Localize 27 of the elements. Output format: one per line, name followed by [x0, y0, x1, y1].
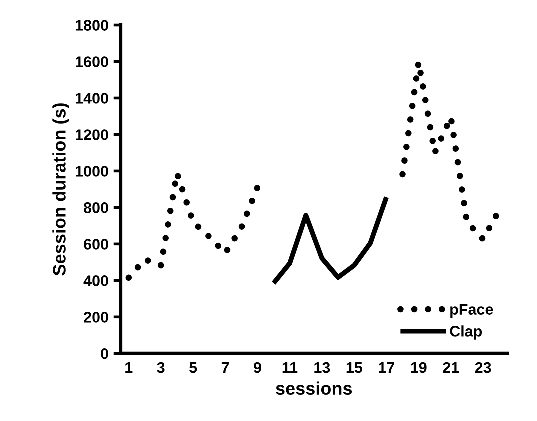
line-series — [271, 195, 390, 286]
y-tick-label: 400 — [84, 276, 108, 286]
y-tick-label: 1600 — [76, 56, 108, 68]
x-tick-label: 5 — [190, 362, 198, 374]
y-tick-label: 600 — [84, 239, 108, 250]
x-tick-label: 11 — [282, 362, 298, 374]
y-tick-label: 800 — [84, 202, 108, 214]
legend-label: Clap — [450, 326, 482, 340]
x-tick-label: 17 — [379, 362, 394, 374]
x-tick-label: 15 — [346, 362, 362, 374]
x-axis-title: sessions — [276, 382, 352, 396]
y-tick-label: 0 — [101, 348, 108, 360]
x-tick-label: 23 — [475, 362, 492, 374]
x-tick-label: 13 — [314, 362, 330, 374]
y-tick-label: 1800 — [76, 20, 108, 31]
legend-label: pFace — [450, 304, 494, 318]
y-tick-label: 1200 — [76, 130, 108, 140]
x-tick-label: 7 — [222, 362, 230, 374]
x-tick-label: 3 — [157, 362, 165, 374]
x-tick-label: 21 — [443, 362, 460, 374]
y-axis-title: Session duration (s) — [52, 104, 70, 276]
y-tick-label: 1000 — [76, 166, 108, 177]
y-tick-label: 1400 — [76, 93, 108, 104]
x-tick-label: 9 — [254, 362, 262, 374]
y-tick-label: 200 — [84, 312, 108, 323]
x-tick-label: 19 — [411, 362, 427, 374]
x-tick-label: 1 — [126, 362, 133, 374]
